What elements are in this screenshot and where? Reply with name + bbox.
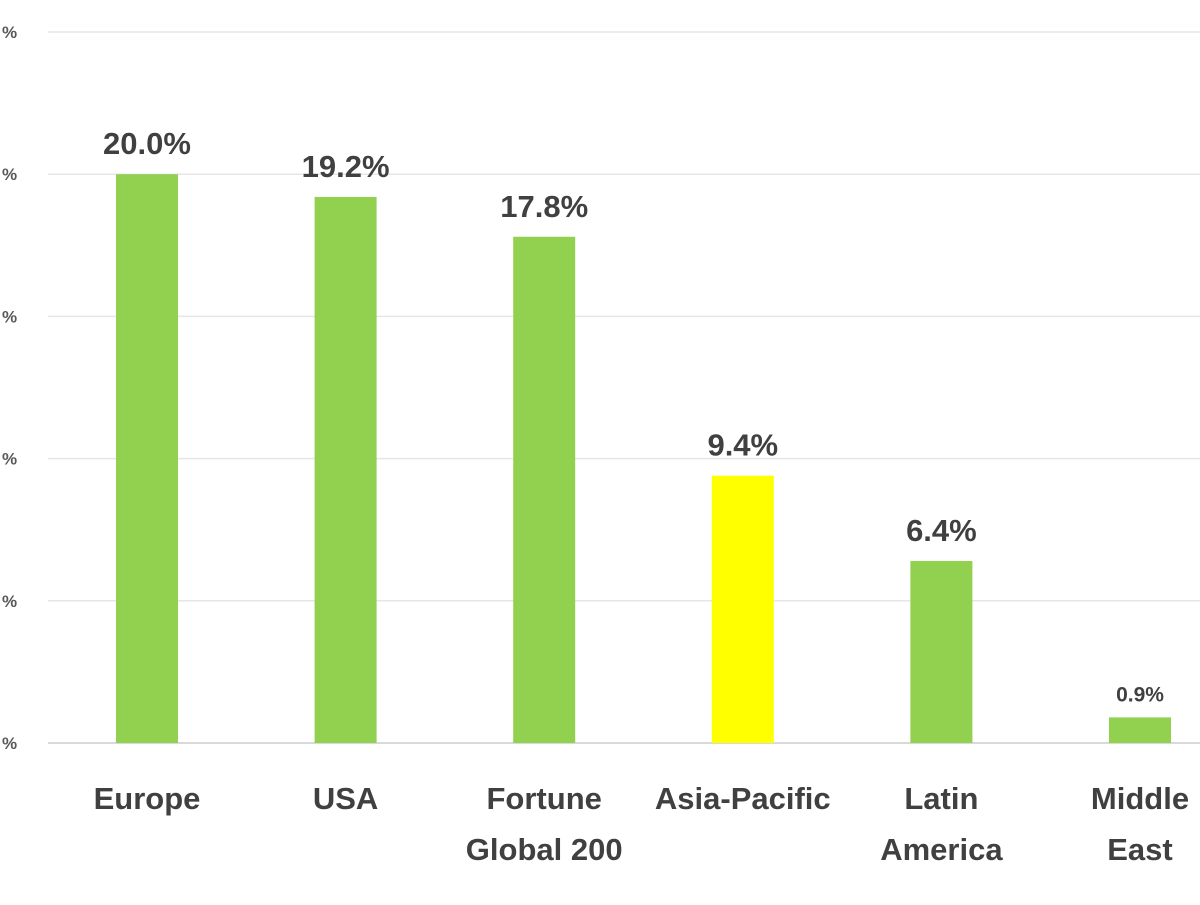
x-tick-label: Fortune Global 200 xyxy=(466,781,623,867)
data-label: 0.9% xyxy=(1116,683,1164,706)
x-tick-label: USA xyxy=(313,781,378,816)
data-label: 19.2% xyxy=(302,149,390,184)
bar xyxy=(116,174,178,743)
y-axis-ticks: %%%%%% xyxy=(2,23,17,753)
x-tick-label-line: East xyxy=(1107,832,1172,867)
x-tick-label-line: Fortune xyxy=(487,781,602,816)
x-tick-label-line: Global 200 xyxy=(466,832,623,867)
x-tick-label-line: Europe xyxy=(94,781,201,816)
y-tick-label: % xyxy=(2,592,17,611)
data-labels: 20.0% 19.2% 17.8% 9.4% 6.4% 0.9% xyxy=(103,126,1164,706)
x-tick-label: Middle East xyxy=(1091,781,1189,867)
x-tick-label-line: America xyxy=(880,832,1003,867)
bar xyxy=(314,196,377,743)
y-tick-label: % xyxy=(2,23,17,42)
data-label: 6.4% xyxy=(906,513,977,548)
x-tick-label-line: USA xyxy=(313,781,378,816)
y-tick-label: % xyxy=(2,307,17,326)
data-label: 17.8% xyxy=(500,189,588,224)
x-tick-label: Latin America xyxy=(880,781,1003,867)
y-tick-label: % xyxy=(2,165,17,184)
data-label: 9.4% xyxy=(707,428,778,463)
x-tick-label-line: Latin xyxy=(904,781,978,816)
y-tick-label: % xyxy=(2,734,17,753)
bar xyxy=(910,560,973,743)
x-axis-labels: Europe USA Fortune Global 200 Asia-Pacific La… xyxy=(94,781,1189,867)
x-tick-label: Asia-Pacific xyxy=(655,781,831,816)
x-tick-label: Europe xyxy=(94,781,201,816)
y-tick-label: % xyxy=(2,450,17,469)
bar xyxy=(513,236,576,743)
gridlines xyxy=(48,31,1200,744)
x-tick-label-line: Middle xyxy=(1091,781,1189,816)
bar xyxy=(1109,717,1171,743)
x-tick-label-line: Asia-Pacific xyxy=(655,781,831,816)
bars xyxy=(116,174,1171,743)
bar xyxy=(711,475,774,743)
data-label: 20.0% xyxy=(103,126,191,161)
